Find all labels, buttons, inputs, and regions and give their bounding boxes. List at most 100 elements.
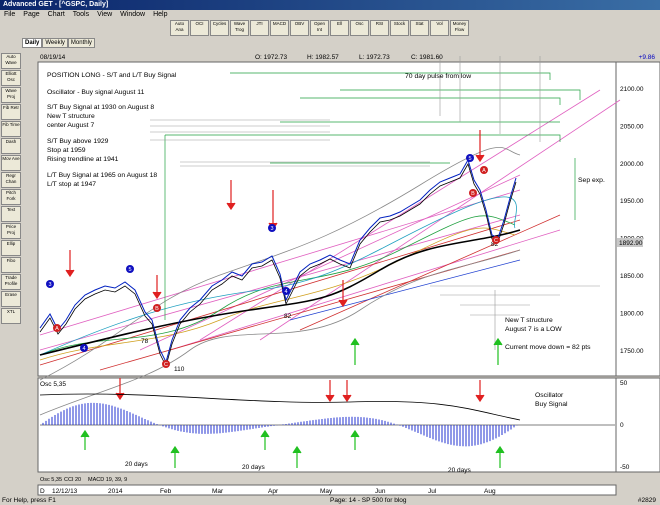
- osc-period: 20 days: [448, 467, 472, 474]
- annotation: Sep exp.: [578, 177, 605, 184]
- tool-button[interactable]: Dash: [1, 138, 21, 154]
- menu-item[interactable]: Window: [120, 11, 146, 18]
- wave-marker: [469, 189, 477, 197]
- tool-button[interactable]: Fib Retr: [1, 104, 21, 120]
- tool-button[interactable]: Fib Time: [1, 121, 21, 137]
- toolbar-button[interactable]: Osc: [350, 20, 369, 36]
- tool-button[interactable]: Elliott Osc: [1, 70, 21, 86]
- wave-count: 3: [270, 226, 273, 232]
- last-price: 1892.90: [619, 240, 643, 247]
- wave-label: 82: [491, 241, 499, 248]
- osc-period: 20 days: [242, 464, 266, 471]
- date-tick-label: Jul: [428, 488, 437, 495]
- menu-item[interactable]: Chart: [47, 11, 65, 18]
- annotation: Rising trendline at 1941: [47, 156, 119, 163]
- toolbar-button[interactable]: Ell: [330, 20, 349, 36]
- date: 08/19/14: [40, 54, 66, 61]
- wave-count: A: [55, 326, 59, 332]
- price-tick-label: 1750.00: [620, 348, 644, 355]
- wave-count: 5: [128, 267, 131, 273]
- menu-item[interactable]: Page: [23, 11, 40, 18]
- sidebar: Auto Wave Elliott Osc Wave Proj Fib Retr Fib…: [0, 52, 21, 325]
- toolbar-button[interactable]: Stat: [410, 20, 429, 36]
- tool-button[interactable]: Ellip: [1, 240, 21, 256]
- price-tick-label: 1800.00: [620, 310, 644, 317]
- wave-marker: [153, 304, 161, 312]
- tool-button[interactable]: Fibo: [1, 257, 21, 273]
- toolbar-button[interactable]: Auto Ana: [170, 20, 189, 36]
- tool-button[interactable]: Mov Ave: [1, 155, 21, 171]
- wave-marker: [466, 154, 474, 162]
- bottom-tab: MACD 19, 39, 9: [88, 477, 127, 483]
- tool-button[interactable]: Trade Profile: [1, 274, 21, 290]
- last-price-box: [617, 238, 643, 247]
- toolbar-button[interactable]: OBV: [290, 20, 309, 36]
- wave-marker: [53, 324, 61, 332]
- title-bar: Advanced GET - [^GSPC, Daily]: [0, 0, 660, 10]
- date-tick-label: Jun: [375, 488, 386, 495]
- toolbar: Auto Ana OCI Cycles Wave Trog JTI MACD OBV Open…: [170, 20, 469, 36]
- toolbar-button[interactable]: Cycles: [210, 20, 229, 36]
- toolbar-button[interactable]: JTI: [250, 20, 269, 36]
- ohlc: H: 1982.57: [307, 54, 339, 61]
- price-tick-label: 1850.00: [620, 273, 644, 280]
- toolbar-button[interactable]: Stock: [390, 20, 409, 36]
- wave-count: B: [155, 306, 159, 312]
- date-tick-label: 12/12/13: [52, 488, 78, 495]
- date-tick-label: D: [40, 488, 45, 495]
- tool-button[interactable]: Erase: [1, 291, 21, 307]
- annotation: New T structure: [505, 317, 553, 324]
- annotation: POSITION LONG - S/T and L/T Buy Signal: [47, 72, 177, 79]
- menu-item[interactable]: Tools: [72, 11, 90, 18]
- annotation: center August 7: [47, 122, 94, 129]
- toolbar-button[interactable]: Vol: [430, 20, 449, 36]
- menu-item[interactable]: View: [97, 11, 113, 18]
- wave-count: C: [164, 362, 168, 368]
- menu-bar: File Page Chart Tools View Window Help: [0, 10, 660, 20]
- toolbar-button[interactable]: Open Int: [310, 20, 329, 36]
- menu-item[interactable]: Help: [153, 11, 168, 18]
- tool-button[interactable]: Auto Wave: [1, 53, 21, 69]
- date-tick-label: Feb: [160, 488, 172, 495]
- wave-marker: [46, 280, 54, 288]
- wave-count: 3: [48, 282, 51, 288]
- tool-button[interactable]: Pitch Fork: [1, 189, 21, 205]
- annotation: 70 day pulse from low: [405, 73, 471, 80]
- osc-title: Osc 5,35: [40, 381, 66, 388]
- toolbar-button[interactable]: OCI: [190, 20, 209, 36]
- tab[interactable]: Weekly: [42, 38, 68, 48]
- tool-button[interactable]: Text: [1, 206, 21, 222]
- tool-button[interactable]: XTL: [1, 308, 21, 324]
- tab[interactable]: Daily: [22, 38, 43, 48]
- osc-period: 20 days: [125, 461, 149, 468]
- toolbar-button[interactable]: Money Flow: [450, 20, 469, 36]
- osc-note: Oscillator: [535, 392, 564, 399]
- menu-item[interactable]: File: [4, 11, 16, 18]
- date-tick-label: Mar: [212, 488, 224, 495]
- status-bar: For Help, press F1 Page: 14 - SP 500 for …: [0, 497, 660, 505]
- osc-tick-label: -50: [620, 464, 630, 471]
- annotation: New T structure: [47, 113, 95, 120]
- tab[interactable]: Monthly: [67, 38, 95, 48]
- ohlc: O: 1972.73: [255, 54, 288, 61]
- toolbar-button[interactable]: Wave Trog: [230, 20, 249, 36]
- tool-button[interactable]: Regr Chan: [1, 172, 21, 188]
- wave-label: 82: [284, 313, 292, 320]
- wave-count: 5: [468, 156, 471, 162]
- wave-count: 4: [82, 346, 85, 352]
- osc-tick-label: 0: [620, 422, 624, 429]
- date-tick-label: Apr: [268, 488, 279, 495]
- toolbar-button[interactable]: RSI: [370, 20, 389, 36]
- wave-label: 110: [174, 366, 185, 373]
- wave-count: C: [494, 238, 498, 244]
- tool-button[interactable]: Price Proj: [1, 223, 21, 239]
- wave-marker: [80, 344, 88, 352]
- price-tick-label: 2000.00: [620, 161, 644, 168]
- annotation: Stop at 1959: [47, 147, 86, 154]
- toolbar-button[interactable]: MACD: [270, 20, 289, 36]
- ohlc: C: 1981.60: [411, 54, 443, 61]
- tool-button[interactable]: Wave Proj: [1, 87, 21, 103]
- wave-marker: [480, 166, 488, 174]
- wave-count: 4: [284, 289, 287, 295]
